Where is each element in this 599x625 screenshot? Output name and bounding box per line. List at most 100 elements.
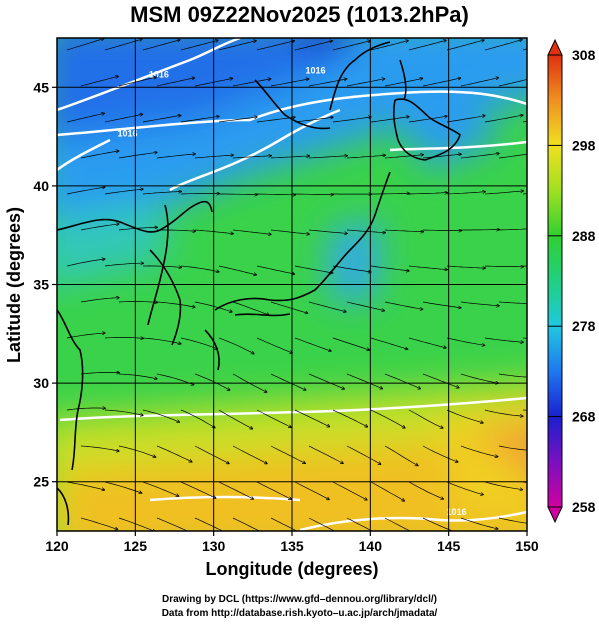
streamline [346, 79, 385, 87]
colorbar-label: 278 [572, 318, 596, 334]
streamline [232, 156, 271, 159]
streamline [232, 301, 269, 315]
colorbar-label: 268 [572, 409, 596, 425]
streamline [408, 481, 443, 499]
streamline [142, 409, 179, 422]
streamline [370, 409, 405, 428]
streamline [446, 116, 485, 123]
pressure-contours [57, 38, 527, 531]
streamline [256, 194, 295, 195]
colorbar-bottom-triangle [547, 506, 563, 524]
streamline [270, 517, 298, 531]
streamline [118, 77, 156, 87]
streamline [256, 265, 295, 274]
streamline [232, 229, 271, 234]
streamline [218, 41, 256, 51]
colorbar-label: 298 [572, 137, 596, 153]
streamline [232, 79, 271, 87]
x-axis-title: Longitude (degrees) [205, 559, 378, 579]
contour-label: 1016 [305, 65, 325, 75]
y-tick-label: 40 [33, 178, 49, 194]
streamline [218, 117, 257, 123]
streamline [308, 445, 343, 463]
streamline [294, 337, 331, 351]
streamline [408, 193, 447, 194]
colorbar-top-triangle [547, 38, 563, 56]
streamline [498, 517, 527, 524]
y-axis-title: Latitude (degrees) [4, 207, 24, 363]
streamline [461, 230, 499, 231]
streamline [66, 408, 105, 411]
streamline [446, 192, 485, 195]
streamline [484, 337, 523, 342]
streamline [118, 517, 155, 531]
streamline [180, 481, 216, 498]
x-tick-label: 120 [45, 538, 69, 554]
streamline [384, 445, 418, 466]
streamline [308, 301, 346, 312]
streamline [422, 301, 461, 308]
streamline [294, 117, 333, 123]
x-axis: 120 125 130 135 140 145 150 [45, 531, 539, 554]
streamline [384, 78, 423, 87]
streamline [484, 266, 523, 267]
credit-drawing: Drawing by DCL (https://www.gfd–dennou.o… [161, 594, 437, 605]
streamline [384, 229, 423, 232]
streamline [498, 445, 527, 451]
streamline [270, 445, 305, 463]
colorbar-label: 288 [572, 228, 596, 244]
streamline [294, 41, 332, 51]
streamline [332, 337, 370, 350]
streamline [218, 337, 254, 354]
streamline [460, 78, 499, 87]
streamline [408, 337, 446, 348]
streamline [66, 113, 104, 123]
streamline [80, 445, 119, 451]
streamline [66, 481, 105, 490]
streamline [370, 117, 409, 123]
streamline [460, 373, 498, 383]
streamline [104, 114, 143, 123]
streamline [218, 409, 253, 429]
streamline [484, 409, 523, 416]
streamline [270, 229, 309, 234]
streamline [484, 481, 523, 490]
streamline [256, 481, 291, 499]
y-tick-label: 25 [33, 474, 49, 490]
streamline [422, 154, 461, 159]
streamline [408, 40, 446, 51]
streamline [446, 337, 485, 345]
streamline [308, 373, 344, 389]
streamline [143, 266, 181, 268]
streamline [232, 445, 267, 464]
x-tick-label: 145 [437, 538, 461, 554]
streamline [66, 39, 104, 51]
streamline [80, 224, 119, 231]
streamline [66, 259, 105, 267]
streamline [118, 302, 157, 303]
streamline [270, 301, 308, 313]
streamline [332, 481, 367, 500]
streamline [118, 373, 157, 379]
streamline [498, 228, 527, 231]
streamline [370, 41, 408, 51]
grid-lines [56, 38, 528, 531]
colorbar-label: 258 [572, 499, 596, 515]
streamline [422, 445, 458, 462]
contour-label: 1016 [117, 129, 137, 139]
streamline [294, 265, 333, 273]
streamline [80, 372, 119, 374]
streamline [180, 409, 215, 428]
streamline [232, 517, 261, 531]
streamline [498, 79, 527, 87]
streamline [370, 337, 408, 349]
credit-data: Data from http://database.rish.kyoto–u.a… [161, 608, 438, 619]
streamline [346, 445, 381, 464]
x-tick-label: 125 [124, 538, 148, 554]
streamline [270, 156, 309, 159]
streamline [142, 481, 179, 496]
streamline [384, 373, 421, 389]
streamline [180, 337, 218, 349]
streamline [422, 78, 461, 87]
